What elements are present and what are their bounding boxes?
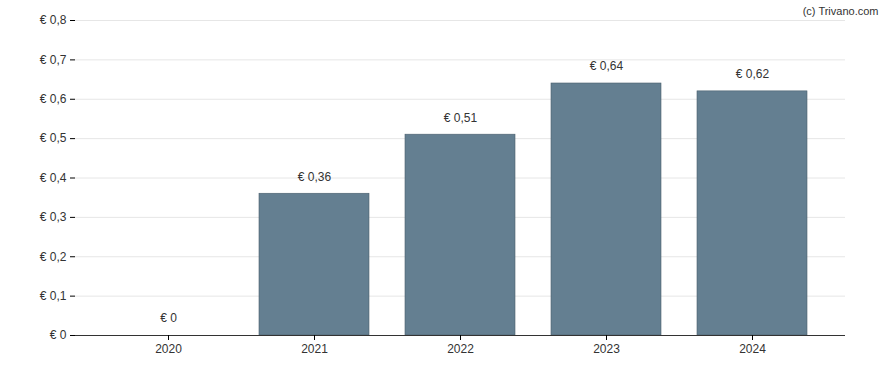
svg-text:€ 0: € 0	[160, 311, 177, 325]
svg-text:€ 0,4: € 0,4	[40, 171, 67, 185]
svg-text:€ 0,6: € 0,6	[40, 92, 67, 106]
svg-text:€ 0,3: € 0,3	[40, 210, 67, 224]
svg-text:2024: 2024	[739, 342, 766, 356]
svg-text:2022: 2022	[447, 342, 474, 356]
svg-text:€ 0,51: € 0,51	[444, 111, 478, 125]
svg-text:€ 0,7: € 0,7	[40, 53, 67, 67]
svg-text:€ 0,2: € 0,2	[40, 250, 67, 264]
svg-text:2020: 2020	[155, 342, 182, 356]
svg-text:€ 0,36: € 0,36	[298, 170, 332, 184]
svg-text:€ 0: € 0	[50, 328, 67, 342]
svg-text:2021: 2021	[301, 342, 328, 356]
svg-text:€ 0,1: € 0,1	[40, 289, 67, 303]
svg-text:€ 0,8: € 0,8	[40, 13, 67, 27]
svg-text:€ 0,62: € 0,62	[736, 67, 770, 81]
svg-text:2023: 2023	[593, 342, 620, 356]
svg-text:€ 0,64: € 0,64	[590, 59, 624, 73]
svg-text:(c) Trivano.com: (c) Trivano.com	[803, 5, 879, 17]
svg-text:€ 0,5: € 0,5	[40, 131, 67, 145]
